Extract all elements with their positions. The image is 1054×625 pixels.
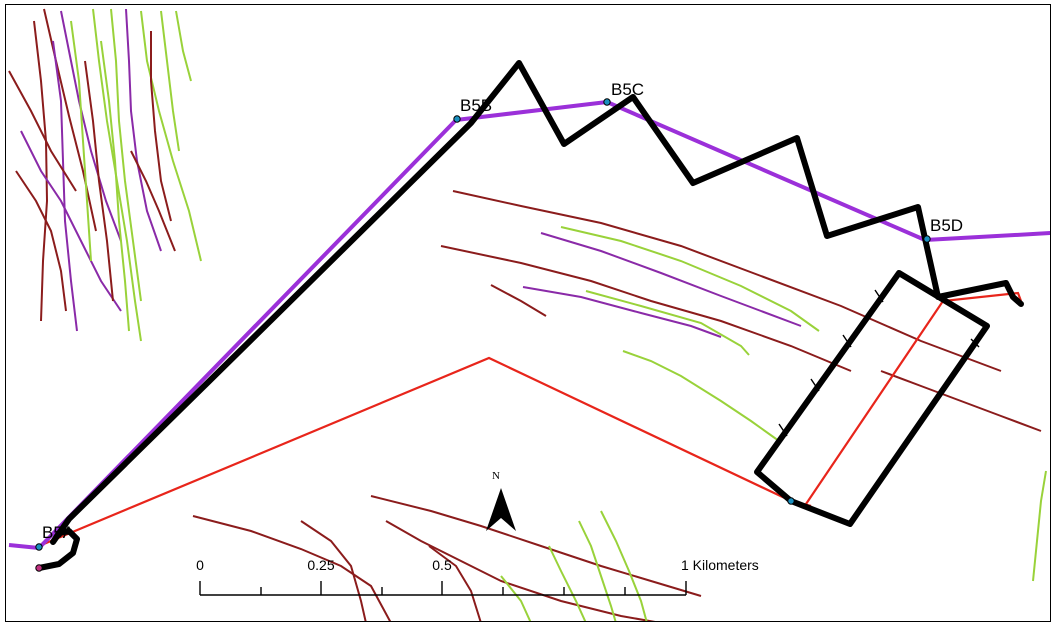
- scale-label-0-25: 0.25: [307, 557, 334, 573]
- map-canvas[interactable]: B5A B5B B5C B5D N 0: [6, 5, 1051, 622]
- north-arrow-icon: N: [486, 470, 516, 531]
- station-label-b5c: B5C: [611, 80, 644, 99]
- station-point-b5d: [923, 235, 931, 243]
- central-line-cluster: [440, 190, 1042, 442]
- station-point-b5a-start: [35, 564, 43, 572]
- station-points: [35, 98, 931, 572]
- station-label-b5b: B5B: [460, 96, 492, 115]
- south-line-cluster: [192, 470, 1047, 621]
- scale-label-1-kilometers: 1 Kilometers: [681, 557, 759, 573]
- purple-route: [8, 100, 1050, 550]
- station-label-b5d: B5D: [930, 216, 963, 235]
- station-point-end: [787, 497, 795, 505]
- scale-label-0-5: 0.5: [432, 557, 452, 573]
- map-frame: B5A B5B B5C B5D N 0: [5, 4, 1051, 622]
- station-label-b5a: B5A: [42, 523, 75, 542]
- station-point-b5a: [35, 543, 43, 551]
- red-route: [38, 291, 1023, 548]
- track-tick-marks: [778, 289, 980, 437]
- station-point-b5b: [453, 115, 461, 123]
- north-arrow-letter: N: [492, 470, 500, 482]
- station-point-b5c: [603, 98, 611, 106]
- scale-label-0: 0: [196, 557, 204, 573]
- northwest-line-cluster: [8, 8, 202, 342]
- scale-bar: [199, 581, 687, 596]
- black-track: [36, 60, 1024, 571]
